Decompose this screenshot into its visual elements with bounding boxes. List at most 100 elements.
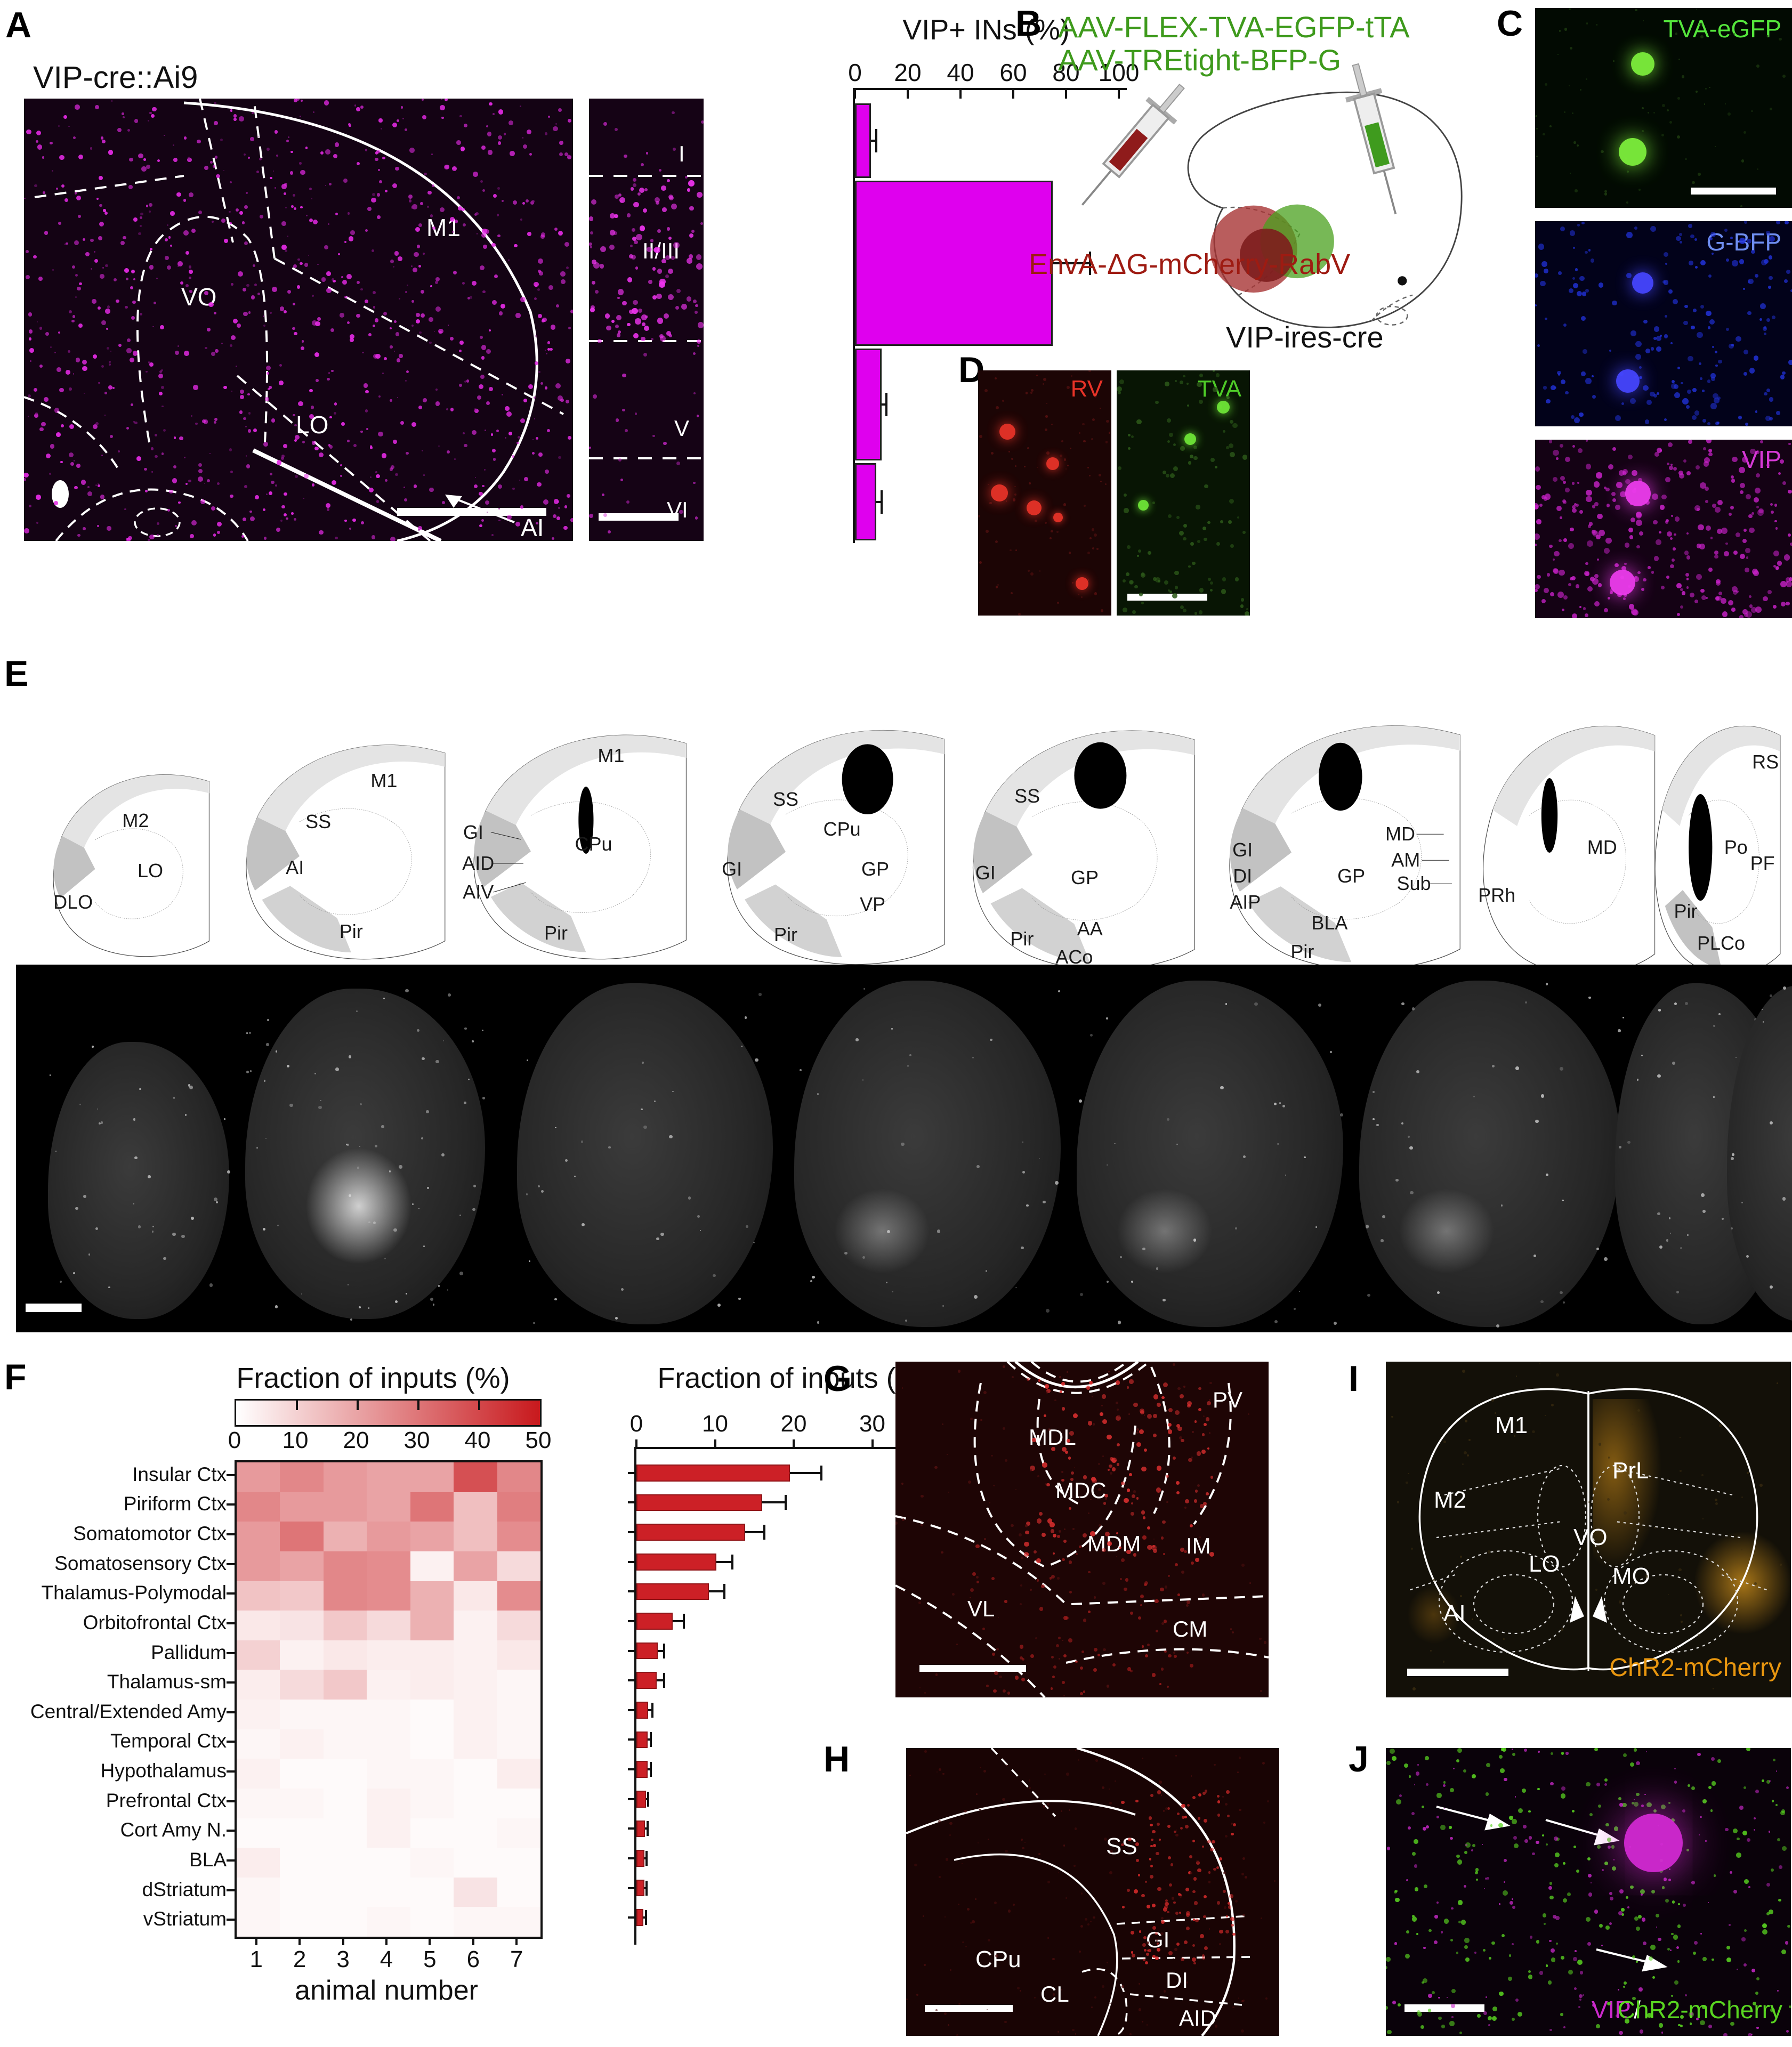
speckle-dot xyxy=(1754,488,1761,493)
speckle-dot xyxy=(133,217,138,222)
speckle-dot xyxy=(1153,1538,1155,1540)
speckle-dot xyxy=(1762,1779,1764,1782)
speckle-dot xyxy=(862,1256,866,1259)
speckle-dot xyxy=(1184,1499,1189,1504)
speckle-dot xyxy=(395,1300,398,1303)
speckle-dot xyxy=(230,335,236,341)
region-label-cm: CM xyxy=(1173,1616,1208,1641)
speckle-dot xyxy=(1121,1482,1125,1485)
speckle-dot xyxy=(1537,344,1540,347)
speckle-dot xyxy=(1462,1369,1466,1373)
speckle-dot xyxy=(667,268,674,274)
speckle-dot xyxy=(250,516,255,522)
speckle-dot xyxy=(976,1575,979,1579)
speckle-dot xyxy=(311,198,313,200)
speckle-dot xyxy=(1707,326,1711,330)
speckle-dot xyxy=(1592,395,1596,399)
speckle-dot xyxy=(481,345,487,350)
speckle-dot xyxy=(1083,1619,1086,1622)
speckle-dot xyxy=(390,260,394,264)
speckle-dot xyxy=(1753,355,1759,361)
speckle-dot xyxy=(1035,520,1037,523)
speckle-dot xyxy=(331,480,337,485)
speckle-dot xyxy=(1568,1969,1573,1975)
speckle-dot xyxy=(24,197,26,199)
speckle-dot xyxy=(1150,1794,1153,1798)
speckle-dot xyxy=(459,349,462,352)
speckle-dot xyxy=(1119,1546,1122,1549)
speckle-dot xyxy=(293,414,295,417)
speckle-dot xyxy=(696,415,699,417)
heatmap-cell xyxy=(410,1729,454,1759)
speckle-dot xyxy=(1716,580,1721,586)
speckle-dot xyxy=(1254,1002,1258,1006)
speckle-dot xyxy=(1707,422,1710,426)
speckle-dot xyxy=(1513,1843,1519,1848)
atlas-region-label: DLO xyxy=(53,891,93,913)
speckle-dot xyxy=(1044,428,1047,432)
speckle-dot xyxy=(515,313,521,318)
speckle-dot xyxy=(1191,1431,1194,1434)
heatmap-cell xyxy=(454,1759,497,1789)
speckle-dot xyxy=(435,277,440,282)
speckle-dot xyxy=(1687,390,1692,394)
speckle-dot xyxy=(125,278,128,281)
speckle-dot xyxy=(1156,1851,1159,1856)
row-tick xyxy=(227,1652,235,1654)
speckle-dot xyxy=(1227,1902,1230,1905)
colorbar-tick-label: 40 xyxy=(464,1427,491,1453)
speckle-dot xyxy=(1692,181,1695,184)
speckle-dot xyxy=(408,194,413,199)
speckle-dot xyxy=(1718,1013,1721,1015)
speckle-dot xyxy=(1770,2008,1775,2013)
heatmap-row-label: Hypothalamus xyxy=(100,1760,227,1782)
speckle-dot xyxy=(1650,391,1655,397)
speckle-dot xyxy=(567,494,570,498)
speckle-dot xyxy=(1517,1808,1523,1813)
speckle-dot xyxy=(1699,377,1702,380)
speckle-dot xyxy=(564,1159,568,1162)
error-bar-cap xyxy=(1088,252,1091,275)
speckle-dot xyxy=(1114,1143,1116,1145)
speckle-dot xyxy=(1135,1842,1140,1846)
speckle-dot xyxy=(77,533,80,537)
speckle-dot xyxy=(420,313,425,318)
heatmap-cell xyxy=(454,1729,497,1759)
speckle-dot xyxy=(214,417,218,422)
speckle-dot xyxy=(1685,572,1690,577)
speckle-dot xyxy=(662,207,667,213)
speckle-dot xyxy=(95,422,99,426)
speckle-dot xyxy=(1636,1961,1638,1963)
speckle-dot xyxy=(438,1285,440,1287)
speckle-dot xyxy=(177,265,180,267)
speckle-dot xyxy=(473,408,477,411)
speckle-dot xyxy=(1718,359,1722,364)
speckle-dot xyxy=(1757,509,1764,516)
heatmap-cell xyxy=(237,1729,280,1759)
speckle-dot xyxy=(204,482,206,484)
speckle-dot xyxy=(1696,574,1702,580)
speckle-dot xyxy=(123,236,127,240)
speckle-dot xyxy=(61,184,65,188)
heatmap-row-label: Pallidum xyxy=(151,1641,227,1663)
speckle-dot xyxy=(1197,1484,1200,1487)
speckle-dot xyxy=(531,200,535,204)
speckle-dot xyxy=(986,2009,988,2010)
speckle-dot xyxy=(1163,1298,1166,1302)
speckle-dot xyxy=(1164,1585,1168,1589)
speckle-dot xyxy=(1535,273,1539,278)
speckle-dot xyxy=(1579,1994,1583,1999)
speckle-dot xyxy=(473,1185,477,1188)
speckle-dot xyxy=(1411,1547,1414,1550)
speckle-dot xyxy=(231,283,233,286)
speckle-dot xyxy=(378,431,383,437)
speckle-dot xyxy=(1613,1859,1615,1861)
speckle-dot xyxy=(1766,1780,1771,1784)
speckle-dot xyxy=(1621,566,1627,571)
speckle-dot xyxy=(1553,449,1559,456)
speckle-dot xyxy=(641,336,645,342)
speckle-dot xyxy=(1624,1981,1627,1985)
speckle-dot xyxy=(1152,1954,1156,1958)
speckle-dot xyxy=(1607,504,1610,507)
speckle-dot xyxy=(1024,1542,1029,1547)
